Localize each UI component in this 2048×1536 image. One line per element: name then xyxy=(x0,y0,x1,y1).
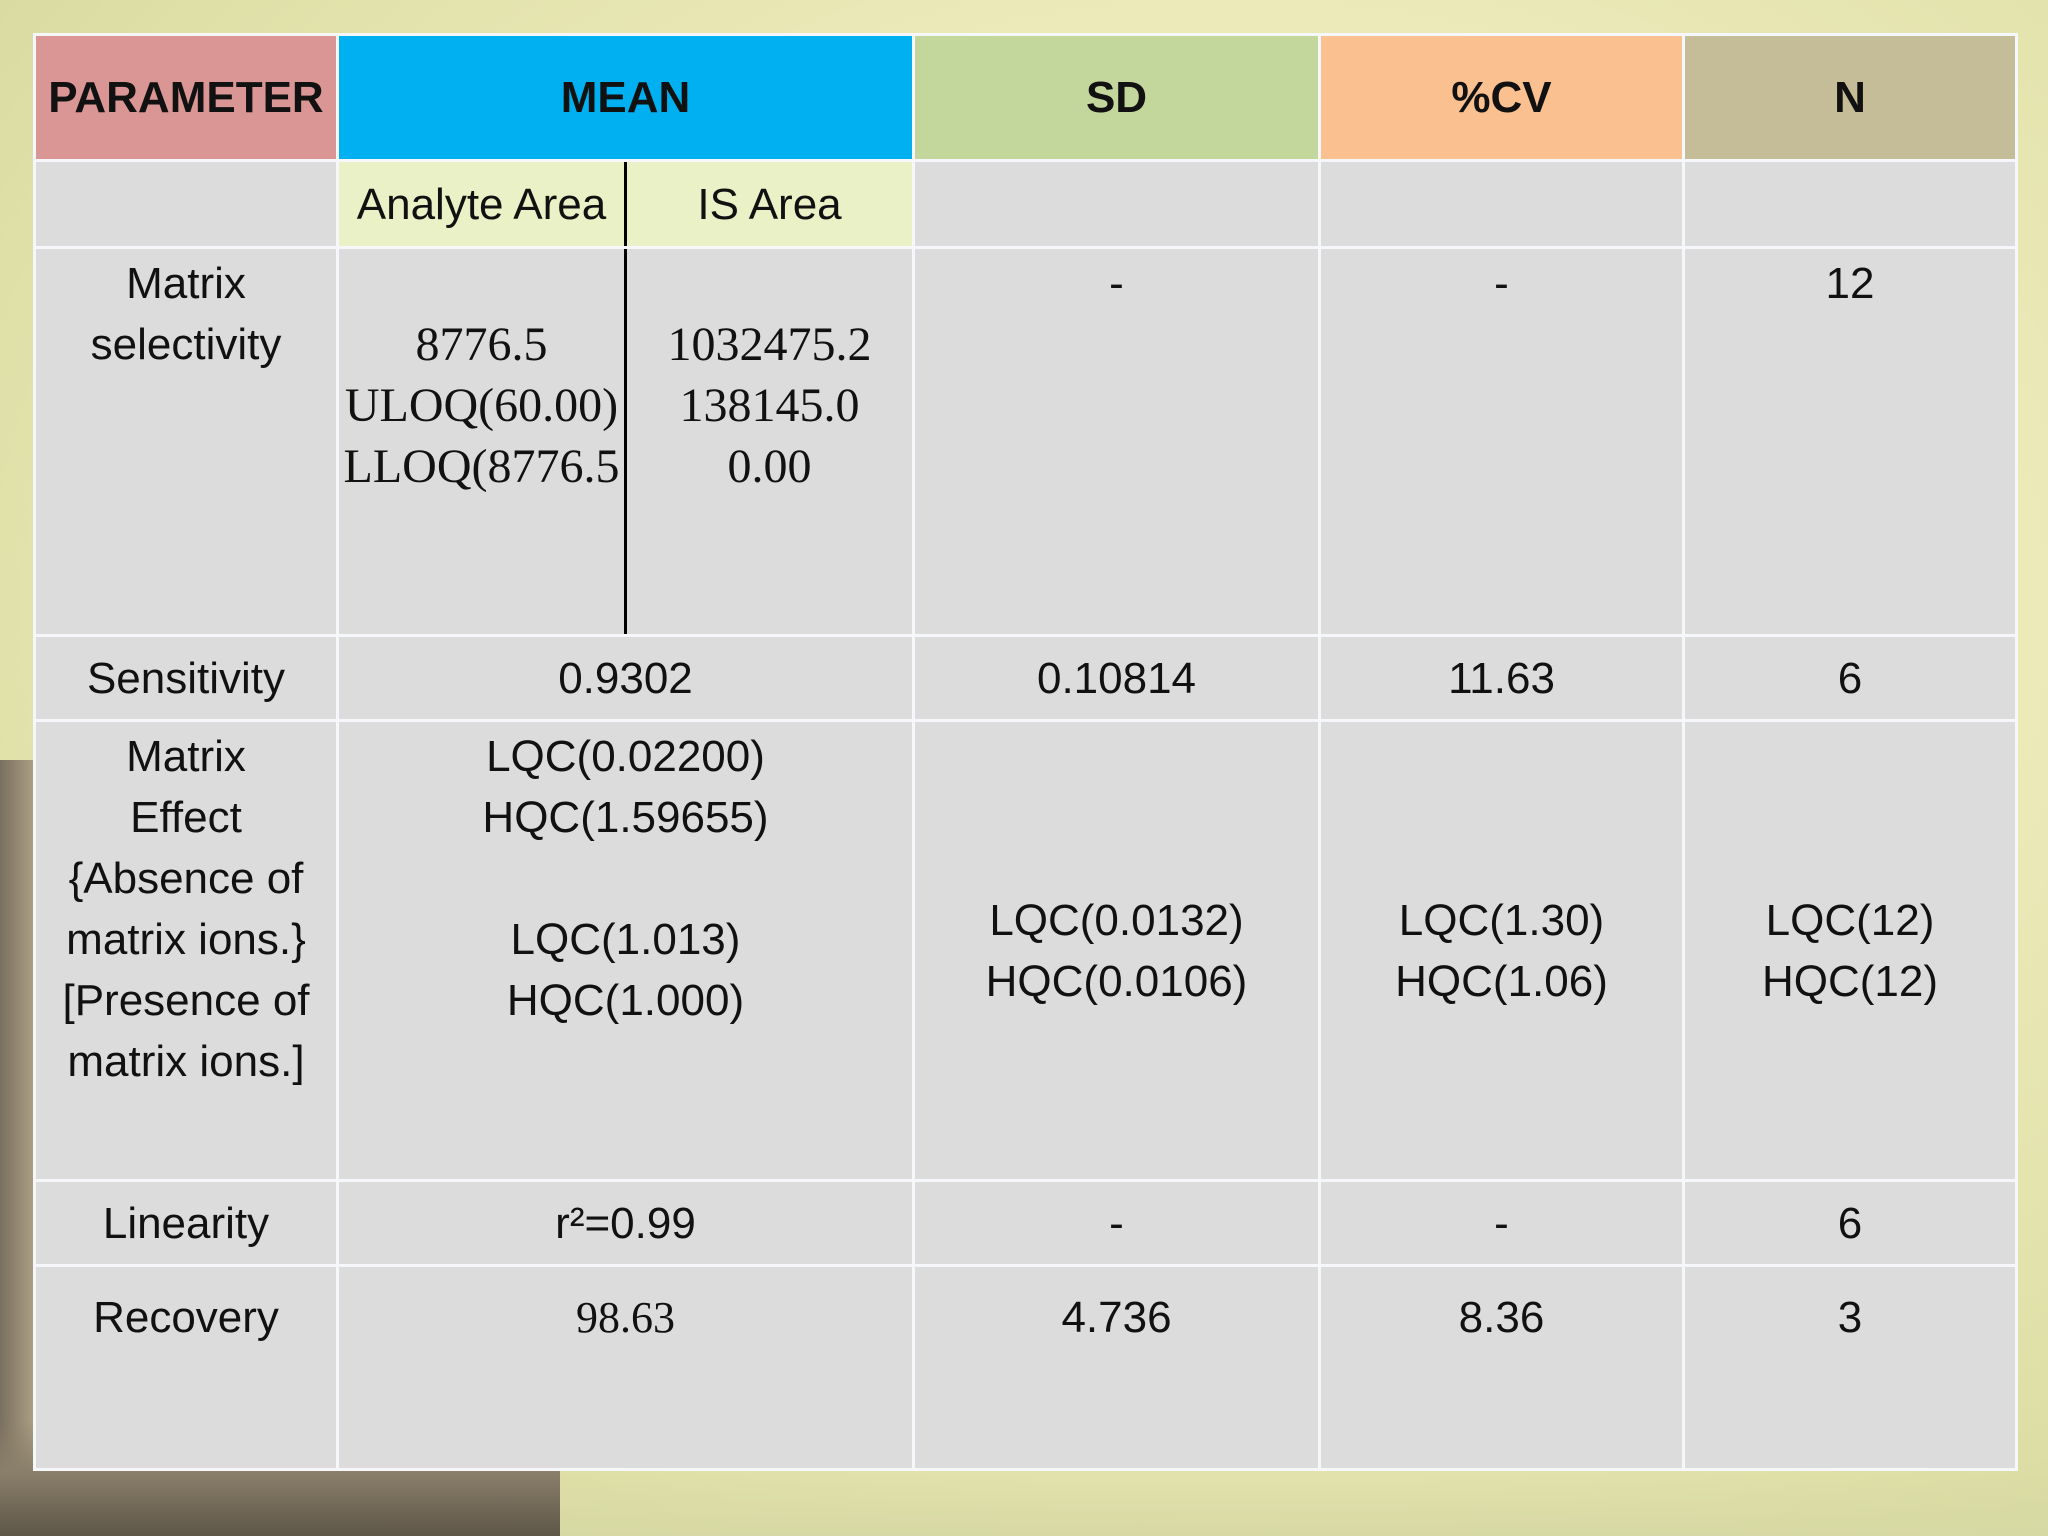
cv-linearity: - xyxy=(1318,1179,1685,1267)
sd-sensitivity: 0.10814 xyxy=(912,634,1321,722)
param-sensitivity: Sensitivity xyxy=(33,634,339,722)
param-matrix-selectivity: Matrix selectivity xyxy=(33,246,339,637)
n-recovery: 3 xyxy=(1682,1264,2018,1471)
subheader-empty-sd xyxy=(912,159,1321,249)
is-area-values: 1032475.2 138145.0 0.00 xyxy=(667,318,872,493)
header-row: PARAMETER MEAN SD %CV N xyxy=(33,33,2018,162)
n-sensitivity: 6 xyxy=(1682,634,2018,722)
sd-linearity: - xyxy=(912,1179,1321,1267)
mean-matrix-effect: LQC(0.02200) HQC(1.59655) LQC(1.013) HQC… xyxy=(336,719,915,1182)
cv-recovery: 8.36 xyxy=(1318,1264,1685,1471)
subheader-row: Analyte Area IS Area xyxy=(33,159,2018,249)
sd-matrix-effect: LQC(0.0132) HQC(0.0106) xyxy=(912,719,1321,1182)
param-matrix-effect: Matrix Effect {Absence of matrix ions.} … xyxy=(33,719,339,1182)
analyte-area-values: 8776.5 ULOQ(60.00) LLOQ(8776.5 xyxy=(339,249,627,634)
header-mean: MEAN xyxy=(336,33,915,162)
subheader-empty-cv xyxy=(1318,159,1685,249)
n-matrix-selectivity: 12 xyxy=(1682,246,2018,637)
row-matrix-effect: Matrix Effect {Absence of matrix ions.} … xyxy=(33,719,2018,1182)
mean-sensitivity: 0.9302 xyxy=(336,634,915,722)
mean-recovery: 98.63 xyxy=(336,1264,915,1471)
cv-matrix-selectivity: - xyxy=(1318,246,1685,637)
param-recovery: Recovery xyxy=(33,1264,339,1471)
cv-sensitivity: 11.63 xyxy=(1318,634,1685,722)
mean-linearity: r²=0.99 xyxy=(336,1179,915,1267)
header-sd: SD xyxy=(912,33,1321,162)
mean-matrix-selectivity: 8776.5 ULOQ(60.00) LLOQ(8776.5 1032475.2… xyxy=(336,246,915,637)
header-cv: %CV xyxy=(1318,33,1685,162)
n-linearity: 6 xyxy=(1682,1179,2018,1267)
results-table: PARAMETER MEAN SD %CV N Analyte Area IS … xyxy=(33,33,2018,1471)
param-linearity: Linearity xyxy=(33,1179,339,1267)
subheader-empty-parameter xyxy=(33,159,339,249)
row-sensitivity: Sensitivity 0.9302 0.10814 11.63 6 xyxy=(33,634,2018,722)
subheader-mean: Analyte Area IS Area xyxy=(336,159,915,249)
sd-recovery: 4.736 xyxy=(912,1264,1321,1471)
subheader-is-area: IS Area xyxy=(697,179,842,229)
subheader-empty-n xyxy=(1682,159,2018,249)
n-matrix-effect: LQC(12) HQC(12) xyxy=(1682,719,2018,1182)
cv-matrix-effect: LQC(1.30) HQC(1.06) xyxy=(1318,719,1685,1182)
sd-matrix-selectivity: - xyxy=(912,246,1321,637)
header-parameter: PARAMETER xyxy=(33,33,339,162)
subheader-analyte-area: Analyte Area xyxy=(339,162,627,246)
background-photo-bottom-right xyxy=(560,1470,2048,1536)
row-recovery: Recovery 98.63 4.736 8.36 3 xyxy=(33,1264,2018,1471)
row-matrix-selectivity: Matrix selectivity 8776.5 ULOQ(60.00) LL… xyxy=(33,246,2018,637)
row-linearity: Linearity r²=0.99 - - 6 xyxy=(33,1179,2018,1267)
header-n: N xyxy=(1682,33,2018,162)
